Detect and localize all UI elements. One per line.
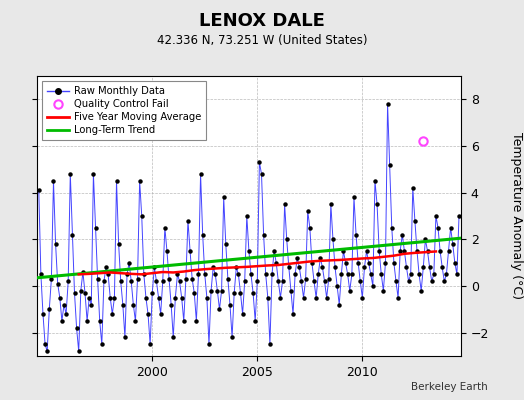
Text: 42.336 N, 73.251 W (United States): 42.336 N, 73.251 W (United States) — [157, 34, 367, 47]
Y-axis label: Temperature Anomaly (°C): Temperature Anomaly (°C) — [510, 132, 523, 300]
Legend: Raw Monthly Data, Quality Control Fail, Five Year Moving Average, Long-Term Tren: Raw Monthly Data, Quality Control Fail, … — [42, 81, 206, 140]
Text: LENOX DALE: LENOX DALE — [199, 12, 325, 30]
Text: Berkeley Earth: Berkeley Earth — [411, 382, 487, 392]
